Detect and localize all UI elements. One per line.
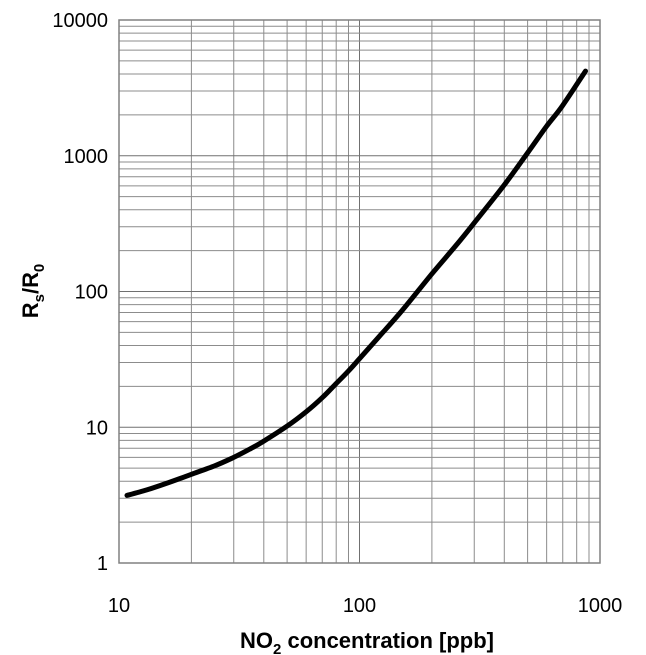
plot-frame: [118, 19, 601, 564]
y-axis-title: Rs/R0: [18, 264, 48, 319]
series-line: [124, 68, 588, 498]
x-axis-title: NO2 concentration [ppb]: [240, 628, 494, 655]
y-tick-label: 100: [75, 282, 108, 304]
y-tick-label: 10: [86, 417, 108, 439]
x-tick-labels: 10 100 1000: [108, 595, 622, 617]
y-tick-label: 1000: [64, 146, 109, 168]
y-tick-label: 10000: [52, 10, 108, 32]
series-layer: [124, 68, 588, 498]
x-tick-label: 100: [343, 595, 376, 617]
y-tick-labels: 1 10 100 1000 10000: [52, 10, 108, 575]
x-tick-label: 1000: [578, 595, 623, 617]
grid: [119, 20, 600, 563]
x-tick-label: 10: [108, 595, 130, 617]
y-tick-label: 1: [97, 553, 108, 575]
